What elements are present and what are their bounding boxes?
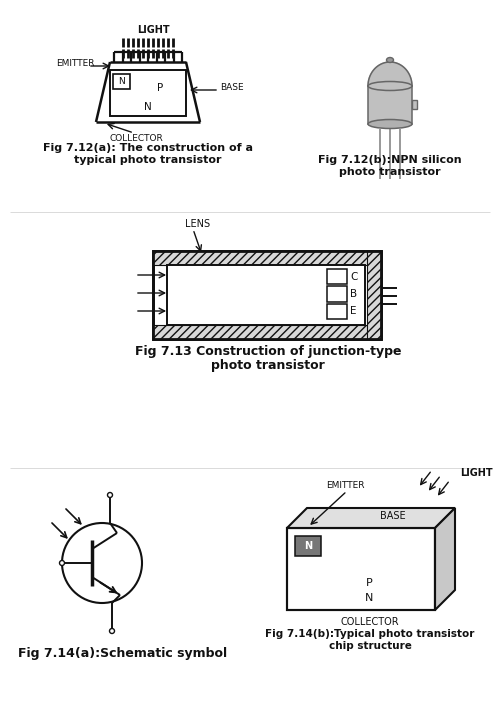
Text: Fig 7.14(a):Schematic symbol: Fig 7.14(a):Schematic symbol — [18, 646, 227, 660]
Text: Fig 7.12(a): The construction of a: Fig 7.12(a): The construction of a — [43, 143, 253, 153]
Text: Fig 7.14(b):Typical photo transistor: Fig 7.14(b):Typical photo transistor — [266, 629, 474, 639]
Text: N: N — [144, 102, 152, 112]
Text: Fig 7.12(b):NPN silicon: Fig 7.12(b):NPN silicon — [318, 155, 462, 165]
Polygon shape — [368, 62, 412, 86]
Circle shape — [60, 561, 64, 566]
Bar — [327, 286, 347, 302]
Text: P: P — [366, 578, 372, 588]
Text: LIGHT: LIGHT — [136, 25, 170, 35]
Text: COLLECTOR: COLLECTOR — [340, 617, 400, 627]
Bar — [153, 251, 381, 265]
Text: LENS: LENS — [185, 219, 210, 229]
Text: N: N — [304, 541, 312, 551]
Bar — [113, 74, 130, 89]
Polygon shape — [287, 508, 455, 528]
Bar — [167, 265, 365, 325]
Circle shape — [110, 629, 114, 633]
Text: N: N — [365, 593, 373, 603]
Text: COLLECTOR: COLLECTOR — [109, 134, 163, 143]
Bar — [368, 86, 412, 124]
Text: LIGHT: LIGHT — [460, 468, 492, 478]
Bar — [327, 304, 347, 319]
Circle shape — [108, 493, 112, 498]
Text: C: C — [350, 271, 358, 281]
Text: Fig 7.13 Construction of junction-type: Fig 7.13 Construction of junction-type — [135, 344, 401, 358]
Text: E: E — [350, 306, 356, 316]
Bar — [110, 70, 186, 116]
Text: B: B — [350, 289, 357, 299]
Ellipse shape — [368, 81, 412, 90]
Ellipse shape — [386, 57, 394, 62]
Bar — [153, 251, 381, 339]
Text: BASE: BASE — [380, 511, 406, 521]
Bar — [295, 536, 321, 556]
Polygon shape — [435, 508, 455, 610]
Text: BASE: BASE — [220, 83, 244, 93]
Bar — [412, 100, 417, 109]
Bar — [367, 251, 381, 339]
Text: chip structure: chip structure — [328, 641, 411, 651]
Text: EMITTER: EMITTER — [56, 59, 94, 69]
Bar — [153, 251, 381, 339]
Bar — [153, 325, 381, 339]
Circle shape — [62, 523, 142, 603]
Text: EMITTER: EMITTER — [326, 481, 364, 491]
Text: N: N — [118, 77, 125, 86]
Text: typical photo transistor: typical photo transistor — [74, 155, 222, 165]
Text: photo transistor: photo transistor — [211, 359, 325, 373]
Text: photo transistor: photo transistor — [339, 167, 441, 177]
Bar — [287, 528, 435, 610]
Bar — [327, 269, 347, 284]
Bar — [287, 528, 435, 610]
Text: P: P — [157, 83, 163, 93]
Ellipse shape — [368, 119, 412, 129]
